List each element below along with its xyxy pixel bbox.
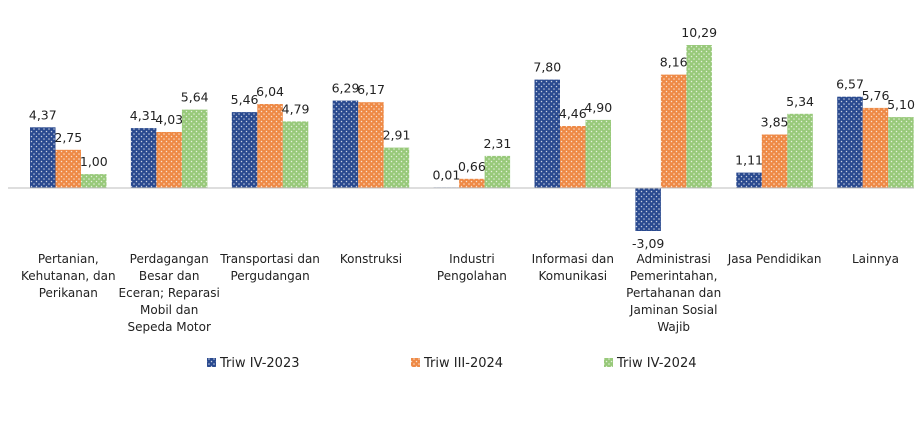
bar-3-6	[585, 119, 611, 188]
value-label: 4,31	[130, 108, 158, 123]
value-label: 5,10	[887, 97, 915, 112]
value-label: 4,37	[29, 107, 57, 122]
bar-1-4	[332, 100, 359, 188]
legend-swatch	[604, 358, 613, 367]
value-label: 5,34	[786, 94, 814, 109]
category-label: Industri Pengolahan	[437, 252, 507, 283]
value-label: -3,09	[632, 236, 664, 251]
value-label: 6,57	[836, 77, 864, 92]
legend-item: Triw III-2024	[411, 356, 503, 371]
value-label: 3,85	[761, 115, 789, 130]
bar-2-6	[560, 126, 586, 188]
value-label: 6,29	[332, 81, 360, 96]
value-label: 10,29	[681, 25, 717, 40]
bar-2-2	[156, 132, 182, 188]
category-label: Informasi dan Komunikasi	[532, 252, 614, 283]
legend-label: Triw III-2024	[423, 356, 503, 371]
value-label: 4,79	[282, 101, 310, 116]
bar-2-9	[862, 107, 889, 188]
value-label: 5,46	[231, 92, 259, 107]
bar-2-5	[459, 178, 485, 188]
bar-1-1	[30, 127, 56, 188]
value-label: 2,91	[383, 128, 411, 143]
bar-3-3	[282, 121, 309, 188]
bar-3-9	[888, 117, 914, 188]
value-label: 4,46	[559, 106, 587, 121]
bar-2-4	[358, 102, 384, 188]
category-label: Konstruksi	[340, 252, 402, 266]
value-label: 4,90	[584, 100, 612, 115]
bar-1-3	[231, 112, 258, 188]
value-label: 2,75	[54, 130, 82, 145]
bar-2-3	[257, 104, 283, 188]
legend-label: Triw IV-2023	[219, 356, 300, 371]
category-label: Pertanian, Kehutanan, dan Perikanan	[21, 252, 116, 300]
value-label: 5,64	[181, 90, 209, 105]
legend-swatch	[207, 358, 216, 367]
value-labels-group: 4,37 2,75 1,00 4,314,03 5,64 5,466,04 4,79 6,29…	[29, 25, 915, 251]
bar-3-1	[81, 174, 107, 188]
bars-group	[30, 45, 914, 231]
value-label: 0,01	[432, 167, 460, 182]
legend-label: Triw IV-2024	[616, 356, 697, 371]
legend-item: Triw IV-2023	[207, 356, 300, 371]
value-label: 7,80	[533, 60, 561, 75]
value-label: 6,04	[256, 84, 284, 99]
value-label: 5,76	[862, 88, 890, 103]
bar-3-2	[181, 109, 208, 188]
category-label: Transportasi dan Pergudangan	[219, 252, 320, 283]
value-label: 1,11	[735, 153, 763, 168]
value-label: 4,03	[155, 112, 183, 127]
category-labels-group: Pertanian, Kehutanan, dan PerikananPerdaga…	[21, 252, 899, 334]
legend-item: Triw IV-2024	[604, 356, 697, 371]
legend: Triw IV-2023 Triw III-2024 Triw IV-2024	[207, 356, 697, 371]
bar-2-1	[55, 149, 81, 188]
value-label: 8,16	[660, 55, 688, 70]
bar-3-5	[484, 155, 511, 188]
category-label: Perdagangan Besar dan Eceran; Reparasi Mobi…	[119, 252, 220, 334]
value-label: 1,00	[80, 154, 108, 169]
bar-3-8	[787, 113, 813, 188]
bar-2-7	[660, 74, 687, 188]
bar-1-7	[635, 188, 661, 231]
bar-1-6	[534, 79, 560, 188]
value-label: 6,17	[357, 82, 385, 97]
category-label: Lainnya	[852, 252, 899, 266]
value-label: 0,66	[458, 159, 486, 174]
category-label: Administrasi Pemerintahan, Pertahanan dan J…	[626, 252, 721, 334]
legend-swatch	[411, 358, 420, 367]
bar-1-8	[736, 172, 762, 188]
bar-1-9	[837, 96, 863, 188]
bar-1-2	[130, 128, 157, 188]
value-label: 2,31	[483, 136, 511, 151]
bar-3-4	[383, 147, 410, 188]
bar-3-7	[686, 45, 712, 188]
bar-2-8	[761, 134, 788, 188]
category-label: Jasa Pendidikan	[727, 252, 822, 266]
